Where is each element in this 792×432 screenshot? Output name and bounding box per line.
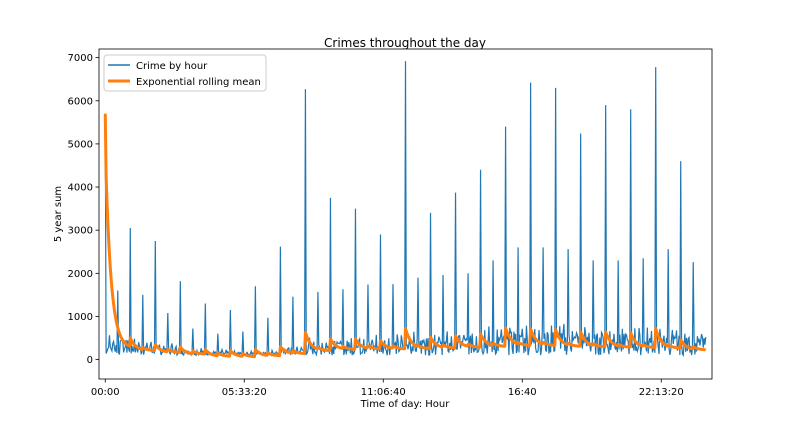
series-crime-by-hour-line <box>104 61 707 357</box>
y-axis-ticks: 0 1000 2000 3000 4000 5000 6000 7000 <box>68 53 99 366</box>
y-tick-label: 3000 <box>68 226 93 237</box>
x-tick-label: 00:00 <box>91 387 120 398</box>
x-tick-label: 22:13:20 <box>639 387 684 398</box>
x-axis-label: Time of day: Hour <box>360 399 451 410</box>
legend-label-exponential-rolling-mean: Exponential rolling mean <box>136 77 261 88</box>
series-exponential-rolling-mean-line <box>103 113 707 359</box>
x-axis-ticks: 00:00 05:33:20 11:06:40 16:40 22:13:20 <box>91 379 684 398</box>
y-tick-label: 1000 <box>68 312 93 323</box>
x-tick-label: 05:33:20 <box>222 387 267 398</box>
axes-spines <box>98 48 713 380</box>
legend-label-crime-by-hour: Crime by hour <box>136 61 208 72</box>
legend-box <box>103 54 267 92</box>
y-tick-label: 6000 <box>68 96 93 107</box>
x-tick-label: 11:06:40 <box>361 387 406 398</box>
y-tick-label: 0 <box>87 355 93 366</box>
y-tick-label: 7000 <box>68 53 93 64</box>
legend: Crime by hour Exponential rolling mean <box>103 54 267 92</box>
y-tick-label: 2000 <box>68 269 93 280</box>
y-axis-label: 5 year sum <box>53 186 64 242</box>
x-tick-label: 16:40 <box>508 387 537 398</box>
y-tick-label: 4000 <box>68 183 93 194</box>
y-tick-label: 5000 <box>68 139 93 150</box>
series-layer <box>103 61 707 359</box>
chart-title: Crimes throughout the day <box>324 36 486 50</box>
plot-area <box>98 48 713 380</box>
